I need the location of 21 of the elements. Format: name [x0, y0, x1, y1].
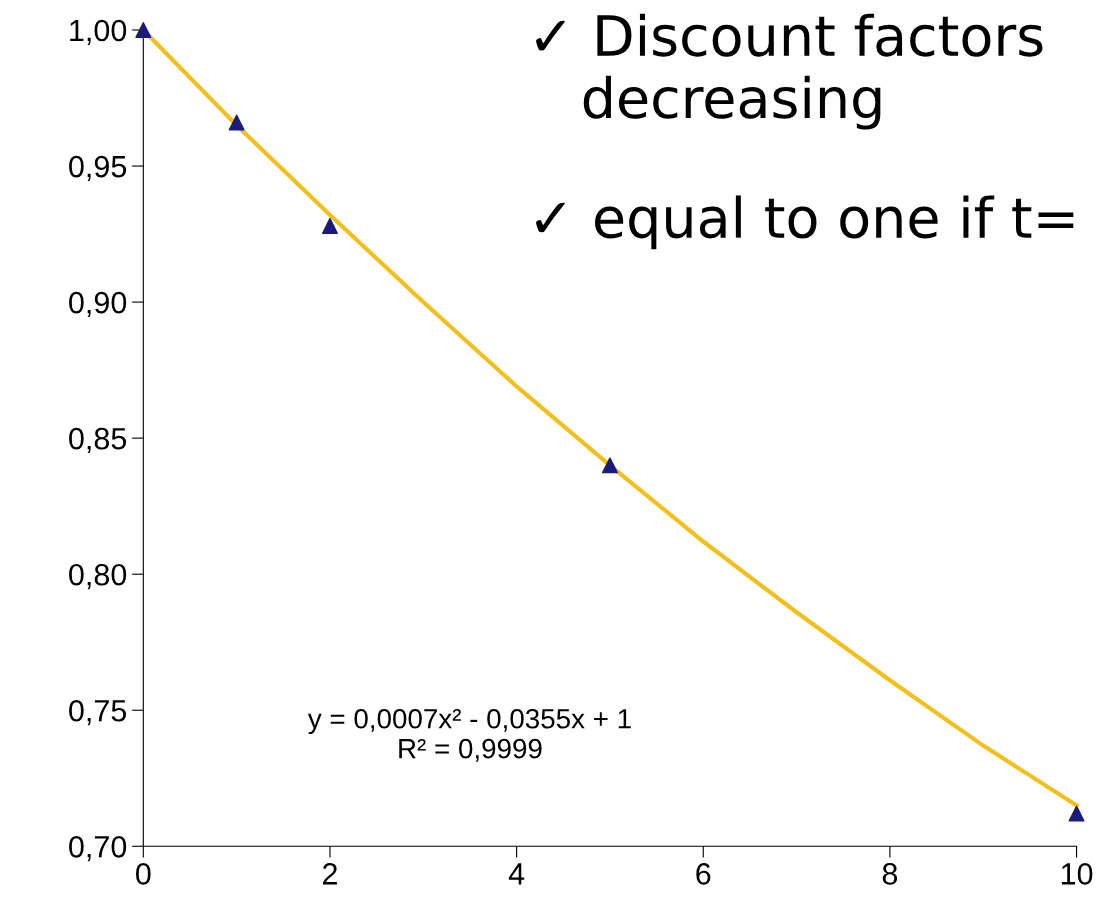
y-tick-label: 0,70: [69, 836, 127, 862]
x-tick-label: 10: [1061, 863, 1093, 885]
x-tick-label: 4: [508, 863, 525, 885]
point: [228, 114, 245, 131]
y-tick-label: 1,00: [70, 19, 127, 45]
point: [601, 457, 618, 474]
y-tick-label: 0,90: [69, 291, 127, 318]
point: [1068, 805, 1085, 822]
y-tick-label: 0,75: [69, 699, 127, 726]
x-tick-label: 8: [882, 863, 898, 885]
point: [321, 217, 338, 234]
y-tick-label: 0,85: [69, 427, 127, 454]
x-tick-label: 6: [696, 863, 711, 885]
annotation: ✓ equal to one if t=: [536, 195, 1074, 250]
x-tick-label: 0: [136, 863, 151, 885]
y-tick-label: 0,95: [69, 155, 127, 182]
x-tick-label: 2: [323, 863, 337, 885]
point: [135, 22, 152, 38]
annotation: y = 0,0007x² - 0,0355x + 1 R² = 0,9999: [307, 708, 631, 762]
annotation: ✓ Discount factors decreasing: [536, 13, 1043, 130]
y-tick-label: 0,80: [69, 563, 127, 590]
